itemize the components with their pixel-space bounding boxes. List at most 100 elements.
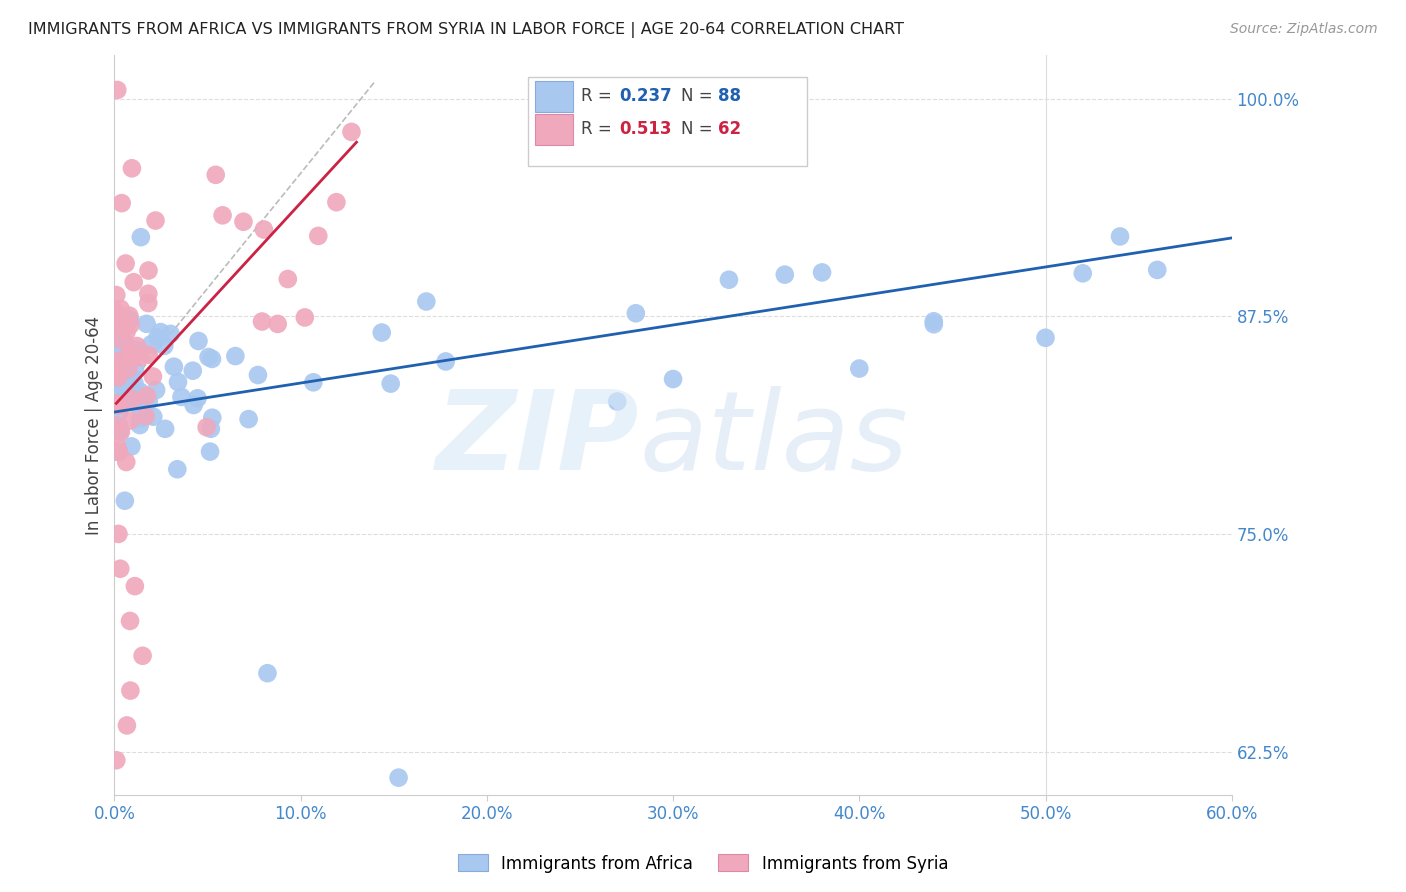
Point [120,370,142,384]
Point [167,375,190,389]
Point [105,388,128,402]
Point [186,392,208,406]
Point [107,370,129,384]
Point [224,349,246,363]
Point [110,366,132,380]
Point [166,462,188,476]
Point [111,196,134,211]
Point [105,365,128,379]
Point [129,411,152,425]
Point [114,335,136,350]
Point [105,439,128,453]
Point [112,395,135,409]
Point [307,228,329,243]
Point [110,425,132,439]
Point [848,361,870,376]
Point [110,333,132,347]
Point [142,409,165,424]
Point [149,325,172,339]
Point [105,327,128,342]
Point [1035,331,1057,345]
Point [624,306,647,320]
Point [128,401,150,415]
Point [105,418,128,433]
Point [122,392,145,407]
Point [122,348,145,362]
Point [211,208,233,222]
Point [110,319,132,334]
Point [108,346,131,360]
Point [105,396,128,410]
Point [107,354,129,368]
Point [340,125,363,139]
Point [136,286,159,301]
Point [125,394,148,409]
Point [201,410,224,425]
Point [108,445,131,459]
Text: R =: R = [582,120,617,138]
Legend: Immigrants from Africa, Immigrants from Syria: Immigrants from Africa, Immigrants from … [451,847,955,880]
Point [105,444,128,458]
Point [124,343,146,357]
Point [163,359,186,374]
Point [105,305,128,319]
Point [294,310,316,325]
Point [124,362,146,376]
Point [120,439,142,453]
Point [256,666,278,681]
Point [105,309,128,323]
Text: Source: ZipAtlas.com: Source: ZipAtlas.com [1230,22,1378,37]
Text: atlas: atlas [640,386,908,493]
Point [238,412,260,426]
Point [1146,263,1168,277]
Point [121,351,143,365]
Point [922,318,945,332]
Point [606,394,628,409]
Point [371,326,394,340]
Point [142,369,165,384]
Text: R =: R = [582,87,617,105]
Point [136,296,159,310]
Y-axis label: In Labor Force | Age 20-64: In Labor Force | Age 20-64 [86,316,103,534]
Point [120,318,142,332]
Text: 0.513: 0.513 [620,120,672,138]
Point [115,718,138,732]
Point [117,362,139,376]
Point [120,347,142,361]
Point [118,309,141,323]
Point [380,376,402,391]
Point [110,562,132,576]
Point [105,316,128,330]
Point [135,317,157,331]
Point [153,422,176,436]
Point [108,382,131,396]
Point [108,399,131,413]
Point [246,368,269,382]
Point [111,323,134,337]
Point [153,339,176,353]
Point [200,422,222,436]
Point [141,337,163,351]
Point [131,648,153,663]
Text: IMMIGRANTS FROM AFRICA VS IMMIGRANTS FROM SYRIA IN LABOR FORCE | AGE 20-64 CORRE: IMMIGRANTS FROM AFRICA VS IMMIGRANTS FRO… [28,22,904,38]
Point [128,418,150,433]
Point [146,330,169,344]
Point [124,376,146,391]
Point [135,409,157,423]
Point [105,368,128,382]
Point [135,389,157,403]
Point [250,314,273,328]
Point [145,213,167,227]
Point [181,364,204,378]
Point [108,406,131,420]
Point [183,398,205,412]
Point [105,443,128,458]
Point [325,195,347,210]
Point [108,391,131,405]
Point [662,372,685,386]
Point [134,389,156,403]
FancyBboxPatch shape [534,81,572,112]
Point [201,351,224,366]
Point [107,527,129,541]
Point [138,263,160,277]
